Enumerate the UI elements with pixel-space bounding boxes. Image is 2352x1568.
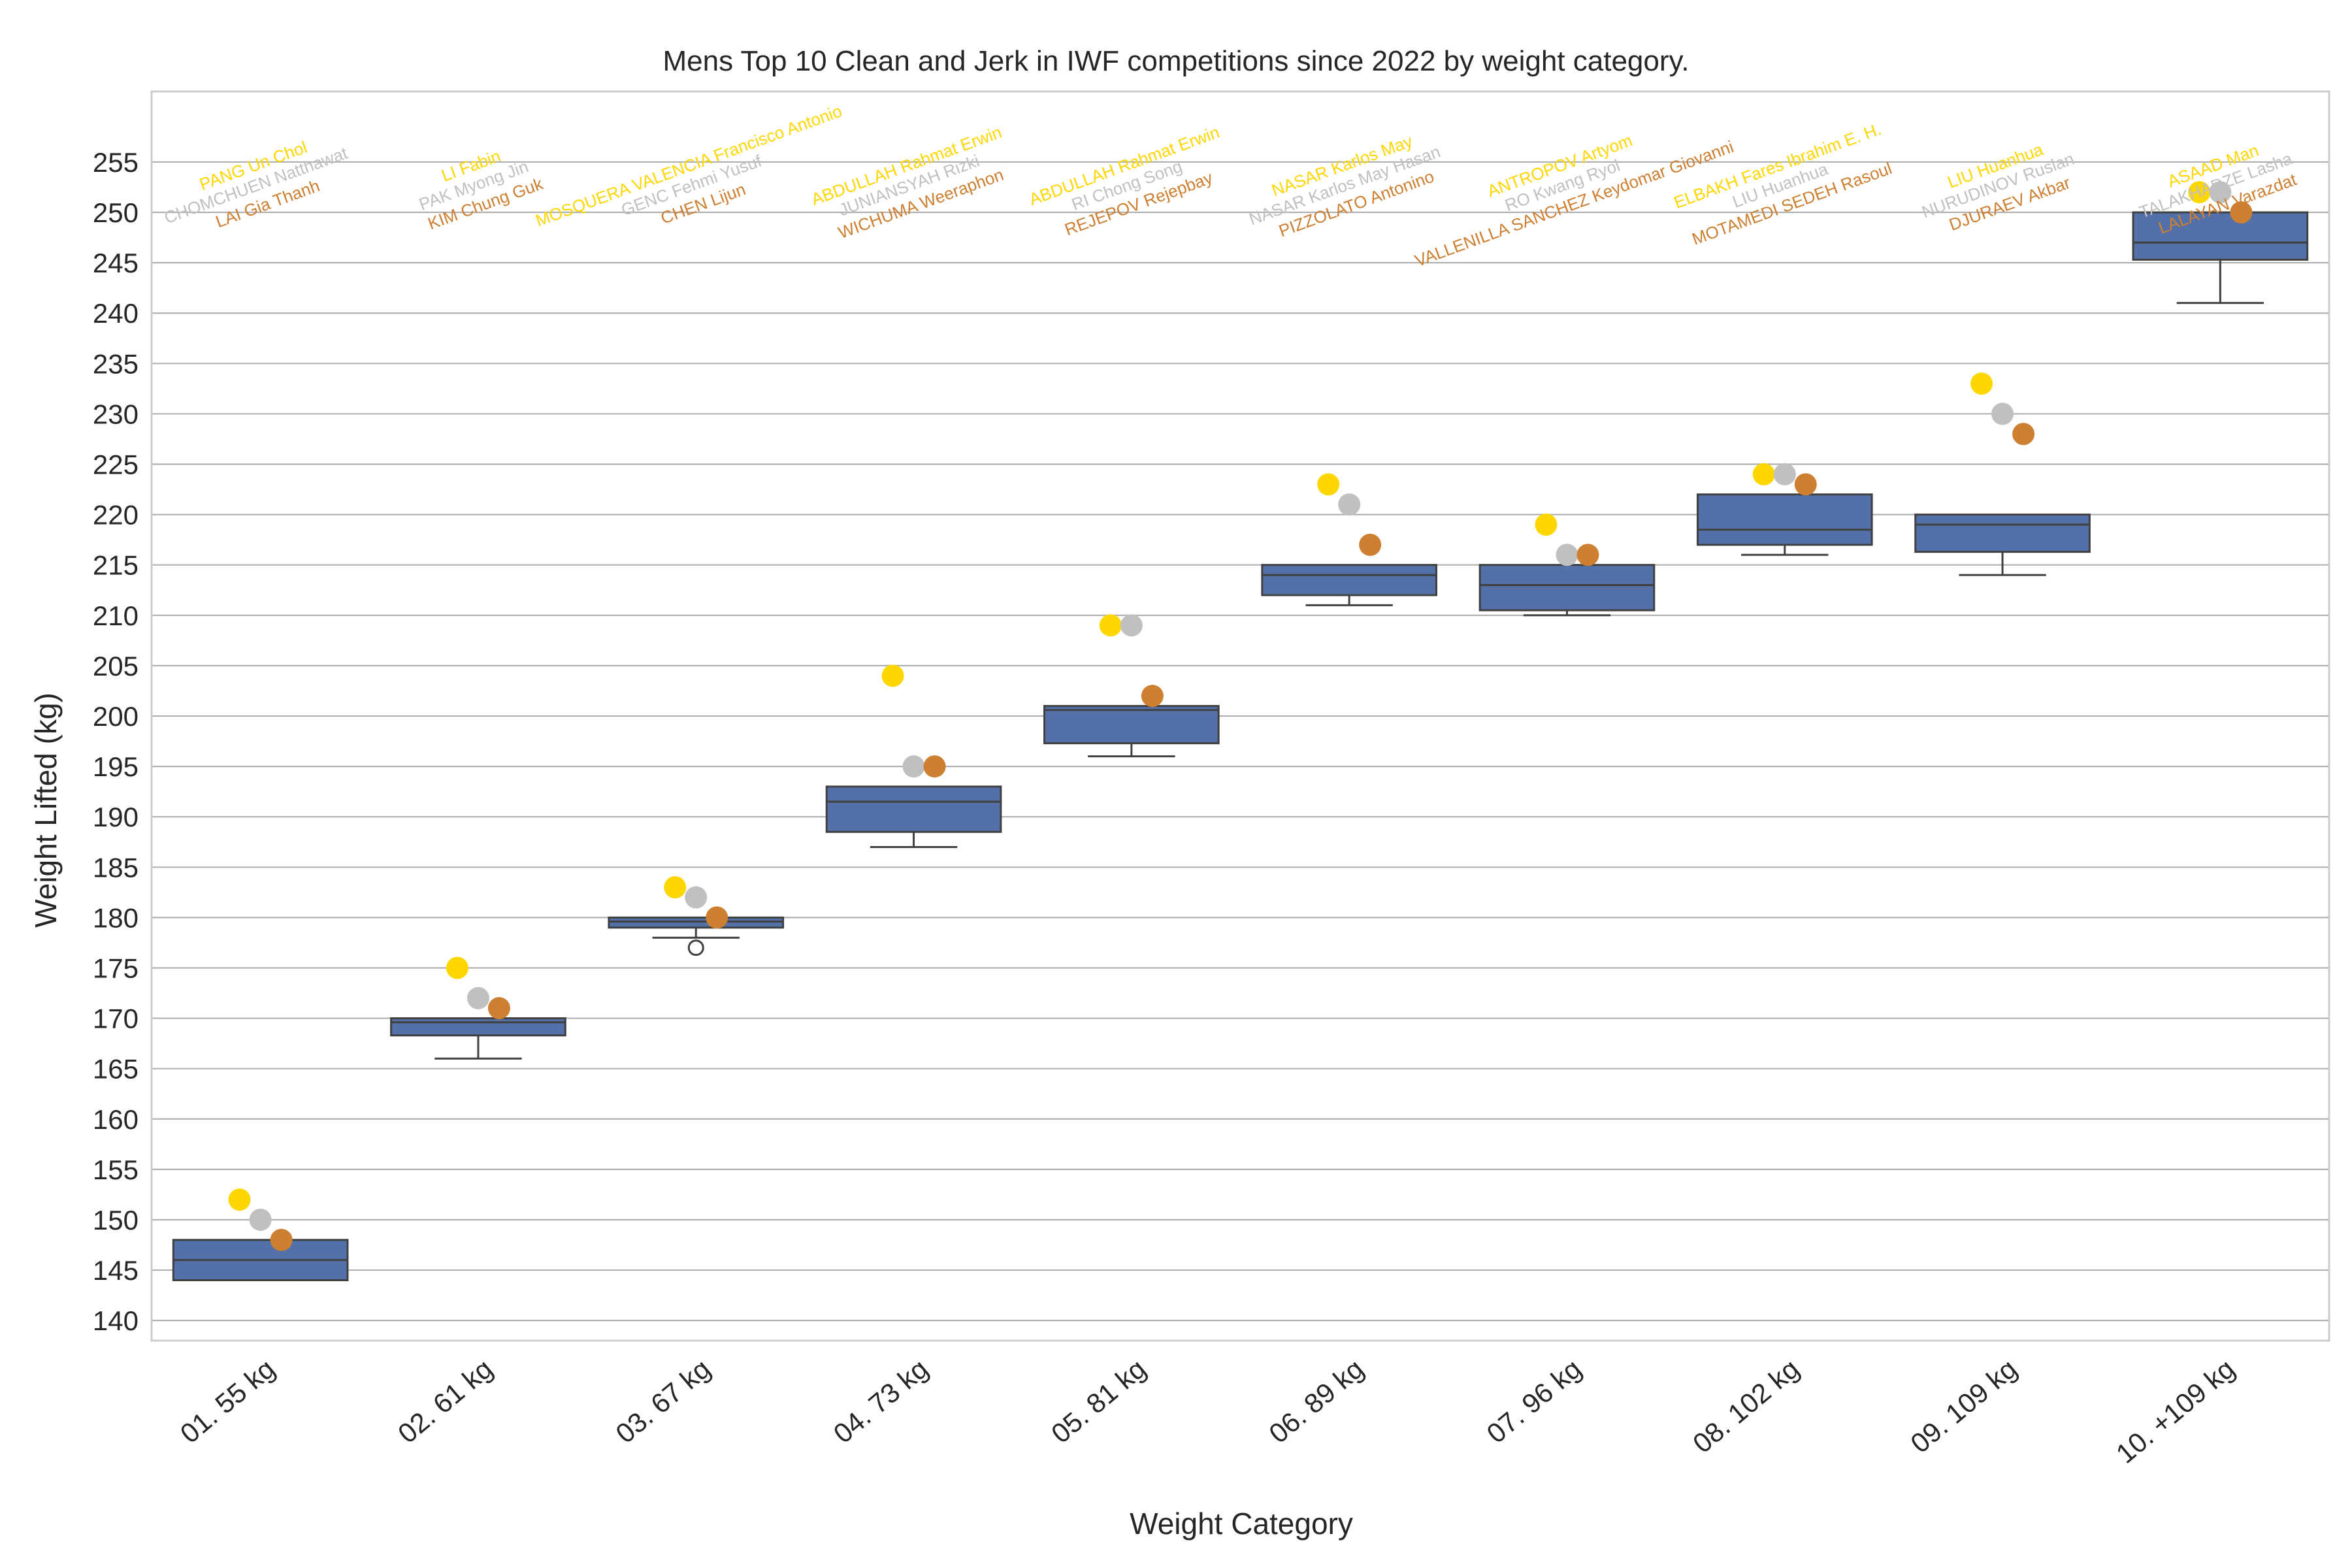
medal-points [228, 181, 2253, 1251]
boxes [172, 211, 2309, 1281]
bronze-medal-point [2230, 201, 2253, 224]
box-iqr [390, 1017, 566, 1037]
bronze-medal-point [1359, 533, 1382, 556]
silver-medal-point [685, 886, 708, 909]
silver-medal-point [249, 1208, 272, 1231]
y-tick-label: 160 [93, 1104, 139, 1135]
y-tick-label: 220 [93, 500, 139, 531]
box-4 [825, 785, 1002, 848]
x-axis-label: Weight Category [1130, 1507, 1353, 1541]
y-tick-label: 190 [93, 802, 139, 832]
y-tick-label: 205 [93, 651, 139, 681]
y-tick-label: 235 [93, 348, 139, 379]
gold-medal-point [664, 876, 687, 899]
y-tick-label: 200 [93, 701, 139, 732]
box-iqr [1696, 493, 1873, 546]
box-iqr [1914, 514, 2091, 553]
y-tick-label: 150 [93, 1205, 139, 1235]
y-tick-label: 225 [93, 449, 139, 480]
box-iqr [825, 785, 1002, 833]
gridlines [152, 161, 2329, 1322]
box-1 [172, 1239, 349, 1281]
silver-medal-point [1556, 544, 1578, 566]
silver-medal-point [1773, 463, 1796, 485]
gold-medal-point [1752, 463, 1775, 485]
y-tick-label: 155 [93, 1154, 139, 1185]
bronze-medal-point [1141, 685, 1164, 708]
bronze-medal-point [1794, 473, 1817, 496]
box-iqr [1261, 564, 1437, 596]
y-tick-label: 250 [93, 197, 139, 228]
plot-area-frame [150, 90, 2330, 1342]
chart-title: Mens Top 10 Clean and Jerk in IWF compet… [663, 45, 1690, 77]
box-10 [2132, 211, 2309, 304]
y-axis-label: Weight Lifted (kg) [29, 693, 63, 928]
gold-medal-point [446, 956, 468, 979]
gold-medal-point [228, 1188, 251, 1211]
bronze-medal-point [2012, 423, 2035, 446]
box-iqr [1478, 564, 1656, 612]
y-tick-label: 240 [93, 298, 139, 329]
box-7 [1478, 564, 1656, 617]
silver-medal-point [466, 987, 489, 1009]
gold-medal-point [2188, 181, 2211, 204]
y-tick-label: 165 [93, 1054, 139, 1085]
y-axis-tick-labels: 140 145 150 155 160 165 170 175 180 185 190 195 200 2… [93, 147, 139, 1336]
box-iqr [2132, 211, 2309, 261]
box-9 [1914, 514, 2091, 576]
y-tick-label: 245 [93, 248, 139, 278]
y-tick-label: 255 [93, 147, 139, 178]
silver-medal-point [902, 755, 925, 778]
silver-medal-point [1120, 614, 1143, 637]
bronze-medal-point [706, 906, 728, 929]
box-6 [1261, 564, 1437, 606]
bronze-medal-point [923, 755, 946, 778]
silver-medal-point [2209, 181, 2232, 204]
bronze-medal-point [270, 1228, 293, 1251]
y-tick-label: 210 [93, 600, 139, 631]
outlier-point [687, 939, 704, 956]
box-2 [390, 1017, 566, 1060]
silver-medal-point [1991, 402, 2014, 425]
y-tick-label: 145 [93, 1255, 139, 1286]
gold-medal-point [881, 664, 904, 687]
gold-medal-point [1317, 473, 1340, 496]
y-tick-label: 140 [93, 1305, 139, 1336]
gold-medal-point [1970, 372, 1993, 395]
gold-medal-point [1535, 514, 1558, 536]
y-tick-label: 185 [93, 852, 139, 883]
y-tick-label: 230 [93, 399, 139, 429]
y-tick-label: 180 [93, 902, 139, 933]
box-8 [1696, 493, 1873, 556]
box-5 [1043, 705, 1220, 758]
y-tick-label: 195 [93, 751, 139, 782]
box-iqr [608, 916, 785, 929]
y-tick-label: 215 [93, 550, 139, 581]
y-tick-label: 175 [93, 953, 139, 983]
box-iqr [1043, 705, 1220, 745]
gold-medal-point [1099, 614, 1122, 637]
y-tick-label: 170 [93, 1004, 139, 1034]
bronze-medal-point [487, 997, 510, 1020]
box-3 [608, 916, 785, 956]
bronze-medal-point [1576, 544, 1599, 566]
silver-medal-point [1338, 493, 1361, 516]
